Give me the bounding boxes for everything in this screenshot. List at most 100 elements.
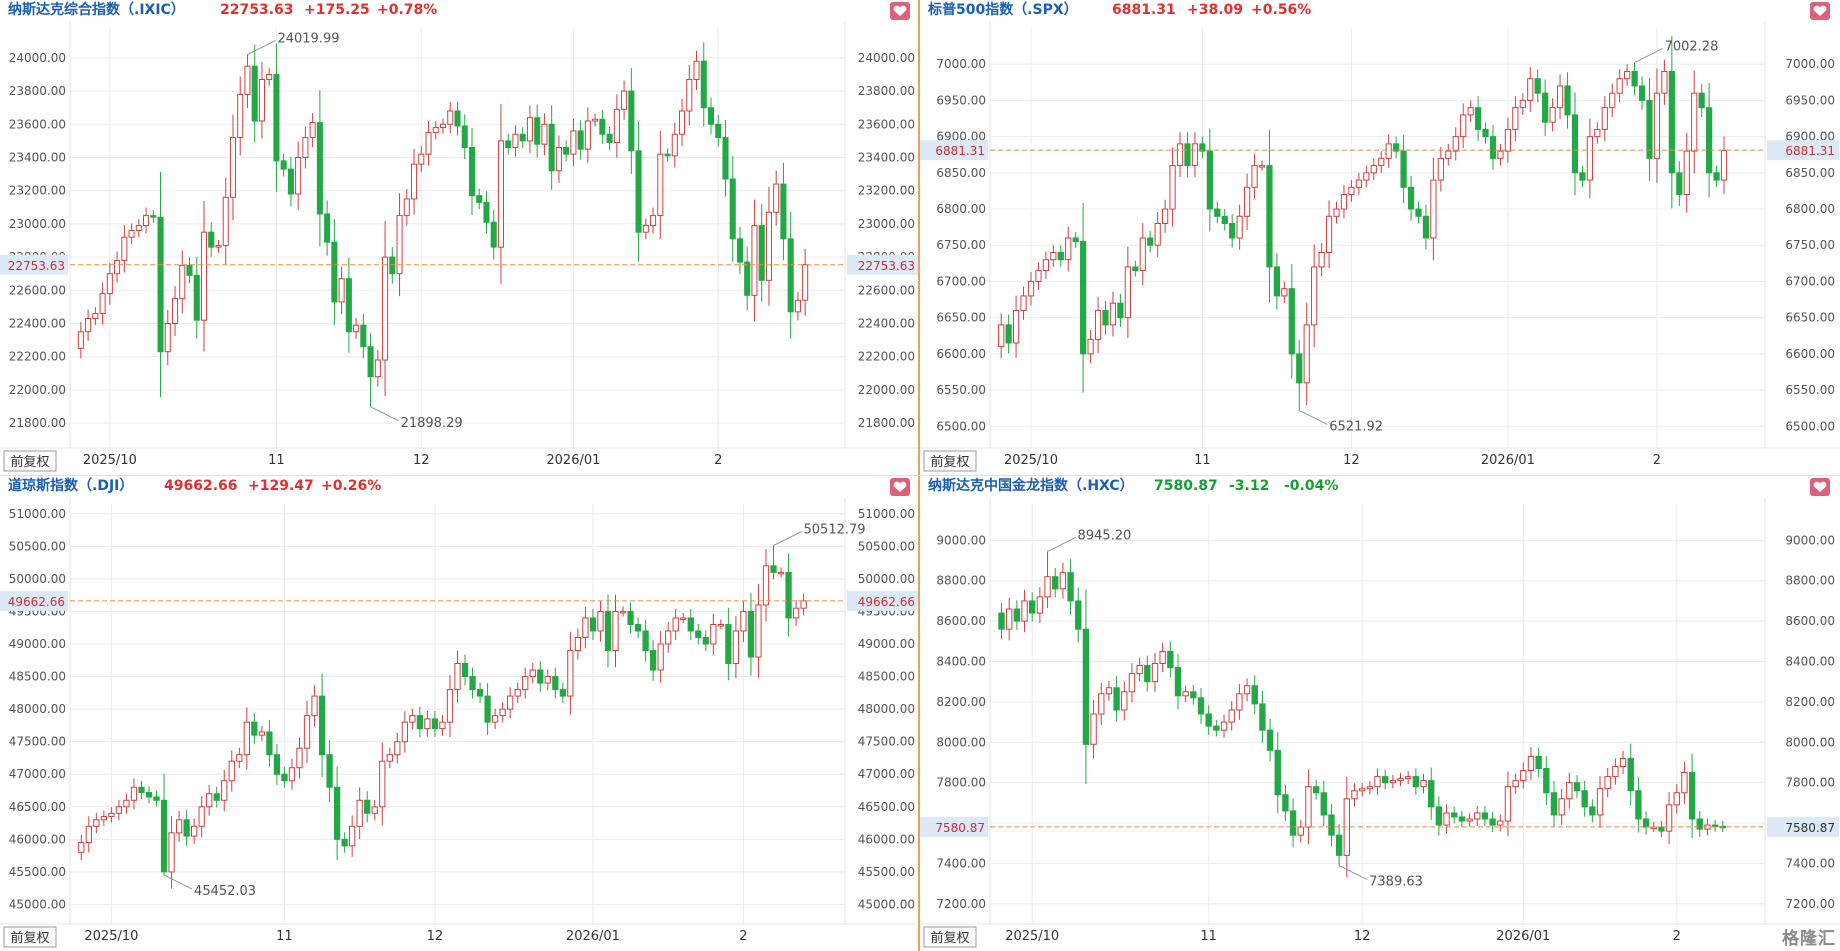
candle[interactable]	[1646, 77, 1653, 181]
candle[interactable]	[777, 567, 785, 578]
candle[interactable]	[1393, 136, 1400, 159]
candle[interactable]	[143, 207, 150, 234]
candle[interactable]	[121, 225, 128, 273]
candle[interactable]	[303, 700, 311, 763]
candle[interactable]	[1520, 762, 1527, 789]
candle[interactable]	[1467, 100, 1474, 123]
candle[interactable]	[619, 606, 627, 617]
candle[interactable]	[1422, 204, 1430, 250]
candle[interactable]	[642, 218, 649, 240]
candle[interactable]	[1435, 796, 1443, 836]
candle[interactable]	[1176, 132, 1184, 178]
candle[interactable]	[1596, 775, 1604, 828]
candle[interactable]	[634, 617, 642, 638]
candle[interactable]	[389, 247, 396, 284]
candle[interactable]	[1059, 562, 1067, 599]
candle[interactable]	[1151, 653, 1159, 693]
candle[interactable]	[584, 107, 591, 163]
candle[interactable]	[1474, 806, 1481, 826]
candle[interactable]	[1282, 784, 1289, 821]
candle[interactable]	[99, 282, 106, 325]
candle[interactable]	[215, 239, 222, 253]
candle[interactable]	[507, 687, 514, 719]
candle[interactable]	[193, 256, 200, 339]
candle[interactable]	[773, 170, 780, 226]
candle[interactable]	[1612, 758, 1619, 785]
candle[interactable]	[191, 818, 198, 845]
candle[interactable]	[1128, 663, 1136, 703]
candle[interactable]	[555, 135, 562, 183]
candle[interactable]	[353, 318, 360, 339]
candle[interactable]	[100, 810, 107, 826]
candle[interactable]	[1534, 69, 1541, 103]
candle[interactable]	[1445, 143, 1452, 166]
candle[interactable]	[1542, 79, 1549, 136]
candle[interactable]	[208, 222, 215, 257]
candle[interactable]	[461, 654, 469, 686]
candle[interactable]	[680, 612, 687, 623]
candle[interactable]	[687, 609, 694, 640]
candle[interactable]	[1668, 35, 1675, 209]
candle[interactable]	[1305, 769, 1312, 845]
candle[interactable]	[1489, 812, 1496, 832]
candle[interactable]	[1320, 781, 1327, 827]
candle[interactable]	[296, 737, 303, 779]
candle[interactable]	[599, 109, 606, 144]
candle[interactable]	[628, 68, 635, 174]
candle[interactable]	[386, 747, 393, 769]
candle[interactable]	[341, 832, 348, 853]
candle[interactable]	[1378, 151, 1385, 173]
candle[interactable]	[1466, 813, 1473, 827]
candle[interactable]	[574, 628, 582, 660]
candle[interactable]	[160, 773, 168, 876]
candle[interactable]	[998, 313, 1005, 359]
candle[interactable]	[686, 64, 693, 126]
candle[interactable]	[446, 674, 454, 737]
candle[interactable]	[1412, 768, 1420, 795]
candle[interactable]	[311, 685, 318, 727]
candle[interactable]	[514, 682, 521, 704]
candle[interactable]	[273, 43, 280, 192]
candle[interactable]	[394, 732, 401, 764]
candle[interactable]	[164, 309, 171, 366]
candle[interactable]	[1243, 678, 1251, 702]
candle[interactable]	[635, 121, 642, 262]
candle[interactable]	[794, 291, 801, 321]
candle[interactable]	[1174, 654, 1182, 710]
candle[interactable]	[755, 584, 762, 678]
index-name[interactable]: 纳斯达克中国金龙指数（.HXC）	[928, 477, 1134, 494]
candle[interactable]	[1355, 172, 1362, 195]
candle[interactable]	[1205, 705, 1212, 735]
candle[interactable]	[1325, 200, 1333, 269]
candle[interactable]	[1169, 147, 1176, 228]
candle[interactable]	[1635, 777, 1642, 833]
candle[interactable]	[123, 793, 130, 814]
candle[interactable]	[309, 113, 316, 148]
candle[interactable]	[78, 834, 85, 861]
candle[interactable]	[273, 743, 281, 786]
candle[interactable]	[780, 162, 787, 261]
candle[interactable]	[1706, 83, 1713, 198]
candle[interactable]	[497, 103, 504, 285]
candle[interactable]	[1420, 773, 1427, 794]
candle[interactable]	[1102, 301, 1109, 335]
candle[interactable]	[736, 226, 744, 275]
candle[interactable]	[424, 710, 431, 737]
candle[interactable]	[613, 94, 620, 158]
candle[interactable]	[577, 120, 584, 160]
candle[interactable]	[1691, 70, 1698, 174]
candle[interactable]	[1638, 76, 1646, 110]
candle[interactable]	[541, 113, 548, 156]
candle[interactable]	[138, 780, 145, 800]
candle[interactable]	[92, 306, 99, 326]
candle[interactable]	[1579, 165, 1586, 188]
candle[interactable]	[266, 67, 273, 86]
candle[interactable]	[1050, 245, 1057, 267]
candle[interactable]	[374, 349, 381, 387]
candle[interactable]	[1318, 243, 1325, 277]
candle[interactable]	[1609, 83, 1616, 118]
candle[interactable]	[1289, 798, 1297, 848]
candle[interactable]	[396, 193, 403, 297]
candle[interactable]	[722, 120, 729, 197]
candle[interactable]	[425, 121, 432, 166]
